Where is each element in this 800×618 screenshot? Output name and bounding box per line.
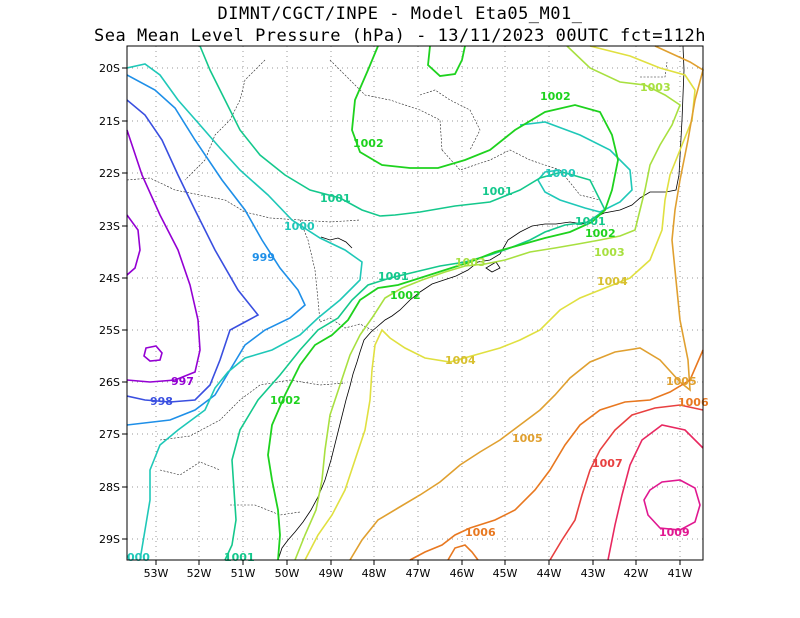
- isobar-1009: [643, 479, 701, 531]
- contour-label: 999: [252, 251, 275, 264]
- contour-label: 1006: [465, 526, 496, 539]
- contour-label: 1005: [512, 432, 543, 445]
- isobar-999: [126, 74, 306, 426]
- contour-label: 1000: [545, 167, 576, 180]
- isobar-1002-north: [427, 45, 466, 77]
- contour-label: 1005: [666, 375, 697, 388]
- isobar-997: [126, 129, 201, 383]
- contour-label: 1001: [378, 270, 409, 283]
- chart-subtitle: Sea Mean Level Pressure (hPa) - 13/11/20…: [94, 26, 706, 46]
- lon-label: 43W: [581, 567, 606, 580]
- contour-label: 1002: [270, 394, 301, 407]
- isobars: [126, 45, 704, 561]
- contour-label: 1002: [540, 90, 571, 103]
- lon-label: 42W: [624, 567, 649, 580]
- lat-label: 29S: [99, 533, 120, 546]
- lat-label: 28S: [99, 481, 120, 494]
- contour-label: 1000: [284, 220, 315, 233]
- isobar-997-cell: [143, 345, 163, 362]
- lat-label: 27S: [99, 428, 120, 441]
- lon-label: 41W: [668, 567, 693, 580]
- contour-label: 1001: [320, 192, 351, 205]
- isobar-1006: [409, 349, 704, 561]
- lon-label: 53W: [144, 567, 169, 580]
- contour-label: 1007: [592, 457, 623, 470]
- contour-label: 1009: [659, 526, 690, 539]
- lon-label: 45W: [493, 567, 518, 580]
- contour-label: 1001: [575, 215, 606, 228]
- contour-label: 1001: [224, 551, 255, 564]
- map-frame: [126, 45, 704, 561]
- lat-axis: 20S 21S 22S 23S 24S 25S 26S 27S 28S 29S: [99, 62, 127, 546]
- contour-label: 1004: [597, 275, 628, 288]
- contour-label: 1004: [445, 354, 476, 367]
- lon-label: 44W: [537, 567, 562, 580]
- lon-axis: 53W 52W 51W 50W 49W 48W 47W 46W 45W 44W …: [144, 560, 693, 580]
- lat-label: 21S: [99, 115, 120, 128]
- isobar-1001: [199, 45, 607, 561]
- isobar-1000-east: [519, 121, 633, 213]
- contour-label: 1006: [678, 396, 709, 409]
- state-borders: [126, 59, 668, 516]
- isobar-1007: [549, 404, 704, 561]
- lon-label: 51W: [231, 567, 256, 580]
- contour-label: 1001: [482, 185, 513, 198]
- contour-label: 997: [171, 375, 194, 388]
- lon-label: 46W: [450, 567, 475, 580]
- isobar-1004: [304, 45, 696, 561]
- lat-label: 24S: [99, 272, 120, 285]
- coastline: [277, 45, 685, 561]
- map-grid: [127, 46, 703, 560]
- lon-label: 49W: [319, 567, 344, 580]
- lon-label: 52W: [187, 567, 212, 580]
- isobar-998: [126, 99, 260, 403]
- chart-title: DIMNT/CGCT/INPE - Model Eta05_M01_: [217, 4, 583, 24]
- isobar-1006-dip: [447, 544, 479, 561]
- contour-label: 1002: [585, 227, 616, 240]
- isobar-1000: [126, 63, 363, 561]
- isobar-1008: [607, 424, 704, 561]
- contour-label: 1002: [353, 137, 384, 150]
- contour-label: 1003: [594, 246, 625, 259]
- lat-label: 20S: [99, 62, 120, 75]
- isobar-1003: [294, 45, 681, 561]
- contour-label: 998: [150, 395, 173, 408]
- lon-label: 50W: [275, 567, 300, 580]
- contour-labels: 997 998 999 1000 1000 000 1001 1001 1001…: [127, 81, 709, 564]
- lat-label: 26S: [99, 376, 120, 389]
- lat-label: 25S: [99, 324, 120, 337]
- lat-label: 22S: [99, 167, 120, 180]
- contour-label: 000: [127, 551, 150, 564]
- contour-label: 1003: [640, 81, 671, 94]
- contour-label: 1003: [455, 256, 486, 269]
- lon-label: 47W: [406, 567, 431, 580]
- lon-label: 48W: [362, 567, 387, 580]
- isobar-1005: [349, 45, 704, 561]
- lat-label: 23S: [99, 220, 120, 233]
- isobar-1002: [267, 45, 619, 561]
- contour-label: 1002: [390, 289, 421, 302]
- isobar-997-west-lobe: [126, 214, 141, 276]
